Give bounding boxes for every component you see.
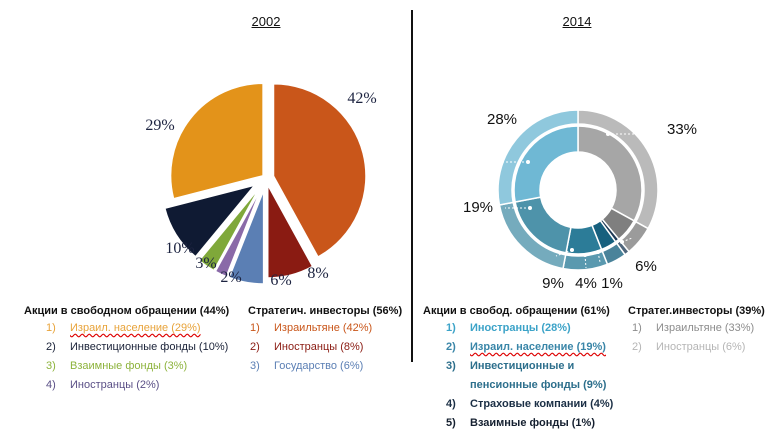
legend-item-number: 2) [632, 341, 642, 353]
legend-item: 3) Инвестиционные и [446, 357, 613, 376]
donut-2014-label: 28% [487, 111, 517, 128]
legend-item: 1) Израильтяне (42%) [250, 319, 372, 338]
pie-2002-slice [228, 191, 264, 285]
legend-item: 2) Израил. население (19%) [446, 338, 613, 357]
leader-dot [620, 240, 624, 244]
left-free-list: 1) Израил. население (29%) 2) Инвестиционны… [46, 319, 228, 395]
donut-2014-label: 1% [601, 275, 623, 292]
legend-item-label: Инвестиционные и [470, 360, 575, 372]
legend-item-label: Израил. население (29%) [70, 322, 201, 334]
left-header-strat: Стратегич. инвесторы (56%) [248, 305, 403, 317]
legend-item-number: 2) [46, 341, 56, 353]
leader-dot [526, 160, 530, 164]
legend-item: 5) Взаимные фонды (1%) [446, 414, 613, 433]
donut-2014-label: 6% [635, 258, 657, 275]
pie-2002-label: 8% [307, 265, 328, 282]
legend-item: 4) Иностранцы (2%) [46, 376, 228, 395]
pie-2002-slice [170, 83, 264, 200]
legend-item: 4) Страховые компании (4%) [446, 395, 613, 414]
legend-item: 2) Иностранцы (6%) [632, 338, 754, 357]
legend-item-number: 2) [446, 341, 456, 353]
legend-item-number: 2) [250, 341, 260, 353]
legend-item: 1) Израил. население (29%) [46, 319, 228, 338]
right-free-list: 1) Иностранцы (28%) 2) Израил. население (1… [446, 319, 613, 433]
legend-item-label: Иностранцы (6%) [656, 341, 746, 353]
pie-2002-label: 29% [145, 117, 174, 134]
donut-2014-label: 19% [463, 199, 493, 216]
legend-item-label: Иностранцы (28%) [470, 322, 571, 334]
pie-2002-label: 3% [195, 255, 216, 272]
legend-item: 2) Иностранцы (8%) [250, 338, 372, 357]
legend-item: 1) Израильтяне (33%) [632, 319, 754, 338]
right-strat-list: 1) Израильтяне (33%) 2) Иностранцы (6%) [632, 319, 754, 357]
legend-item-number: 1) [446, 322, 456, 334]
legend-item-number: 1) [632, 322, 642, 334]
pie-2002-slice [273, 83, 367, 258]
pie-2002-label: 2% [220, 269, 241, 286]
legend-item-label: Иностранцы (2%) [70, 379, 160, 391]
pie-2002-label: 42% [347, 90, 376, 107]
left-header-free: Акции в свободном обращении (44%) [24, 305, 230, 317]
leader-dot [528, 206, 532, 210]
legend-item-label: Израил. население (19%) [470, 341, 606, 353]
pie-2002-slice [164, 184, 256, 258]
pie-2002-label: 10% [165, 240, 194, 257]
legend-item-label: Взаимные фонды (1%) [470, 417, 595, 429]
pie-2002-label: 6% [270, 272, 291, 289]
legend-item-number: 3) [250, 360, 260, 372]
legend-item-label: Страховые компании (4%) [470, 398, 614, 410]
legend-item-number: 5) [446, 417, 456, 429]
legend-item-label: Иностранцы (8%) [274, 341, 364, 353]
donut-2014-segment [497, 109, 579, 206]
donut-2014-label: 33% [667, 121, 697, 138]
left-year-title: 2002 [251, 14, 281, 29]
legend-item-number: 4) [46, 379, 56, 391]
legend-item: пенсионные фонды (9%) [446, 376, 613, 395]
legend-item-label: Израильтяне (42%) [274, 322, 373, 334]
legend-item: 2) Инвестиционные фонды (10%) [46, 338, 228, 357]
legend-item-label: Взаимные фонды (3%) [70, 360, 188, 372]
leader-line [555, 249, 573, 257]
legend-item: 3) Взаимные фонды (3%) [46, 357, 228, 376]
legend-item-label: Израильтяне (33%) [656, 322, 755, 334]
legend-item: 3) Государство (6%) [250, 357, 372, 376]
legend-item-number: 1) [250, 322, 260, 334]
pie-2002-slice [198, 189, 259, 271]
pie-2002-slice [267, 185, 313, 279]
donut-2014-segment [513, 125, 579, 203]
legend-item-number: 3) [46, 360, 56, 372]
legend-item-number: 3) [446, 360, 456, 372]
legend-item-number: 1) [46, 322, 56, 334]
leader-dot [596, 250, 600, 254]
legend-item-number: 4) [446, 398, 456, 410]
leader-dot [583, 253, 587, 257]
legend-item-label: Государство (6%) [274, 360, 364, 372]
legend-item-label: Инвестиционные фонды (10%) [70, 341, 229, 353]
donut-2014-label: 9% [542, 275, 564, 292]
left-strat-list: 1) Израильтяне (42%) 2) Иностранцы (8%) 3) Го… [250, 319, 372, 376]
pie-2002-slice [215, 190, 261, 277]
leader-dot [570, 248, 574, 252]
right-header-free: Акции в свобод. обращении (61%) [423, 305, 610, 317]
right-year-title: 2014 [562, 14, 592, 29]
divider [411, 10, 413, 362]
right-header-strat: Стратег.инвесторы (39%) [628, 305, 765, 317]
legend-item: 1) Иностранцы (28%) [446, 319, 613, 338]
leader-dot [606, 132, 610, 136]
legend-item-label: пенсионные фонды (9%) [470, 379, 607, 391]
donut-2014-label: 4% [575, 275, 597, 292]
